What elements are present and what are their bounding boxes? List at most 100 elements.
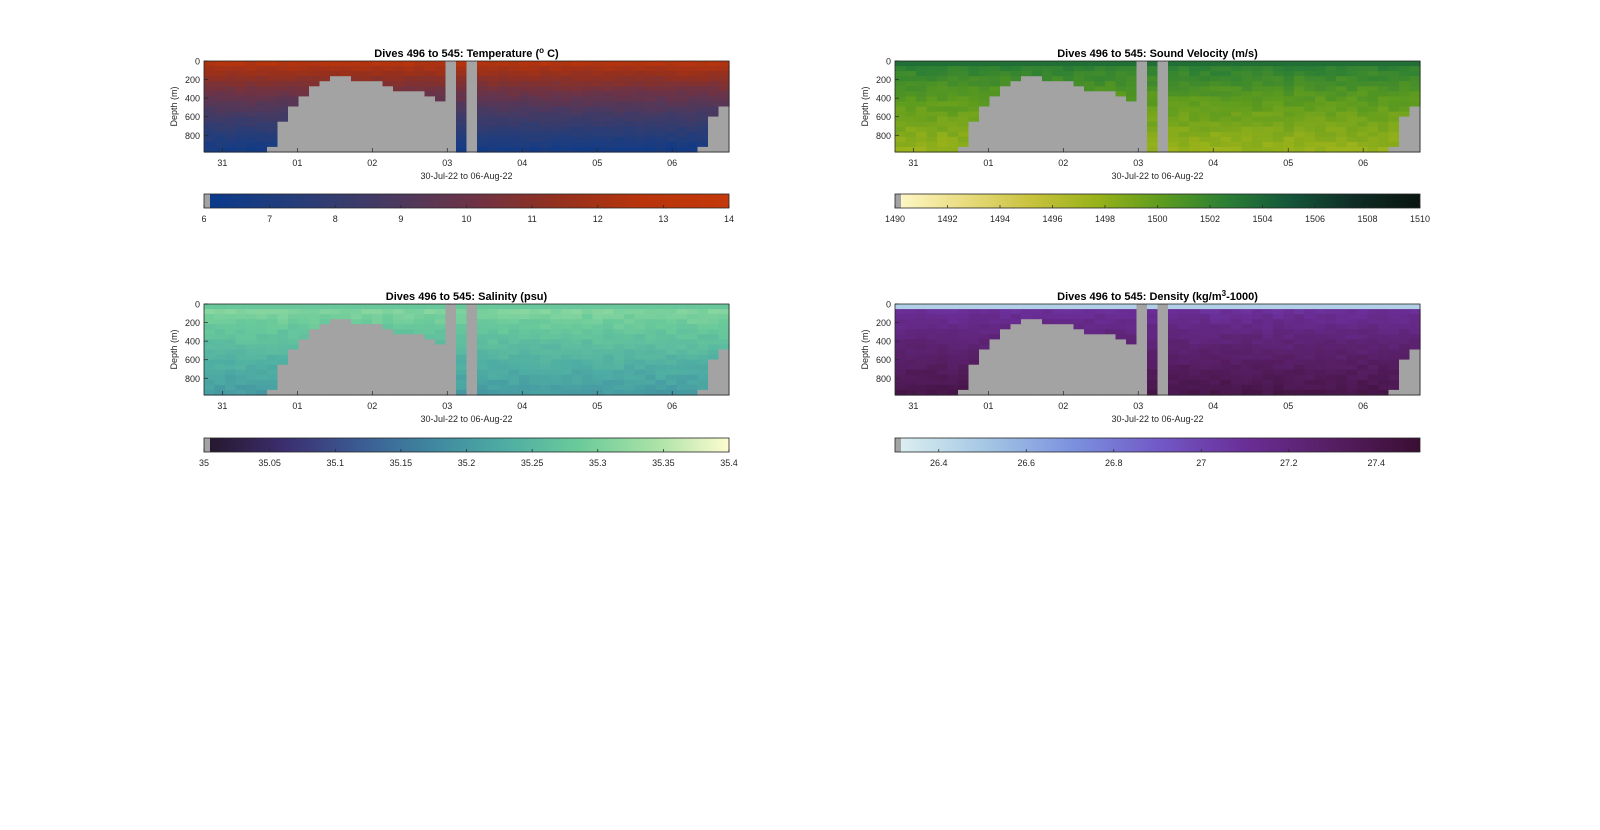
heatmap-cell (1073, 304, 1085, 310)
heatmap-cell (529, 121, 541, 128)
heatmap-cell (1157, 329, 1169, 335)
x-tick-label: 04 (1208, 401, 1218, 411)
heatmap-cell (1052, 76, 1064, 82)
heatmap-cell (298, 141, 310, 148)
heatmap-cell (1262, 384, 1274, 391)
heatmap-cell (571, 384, 583, 391)
heatmap-cell (634, 389, 646, 396)
heatmap-cell (1367, 106, 1379, 113)
heatmap-cell (1273, 324, 1285, 330)
heatmap-cell (1105, 354, 1117, 361)
heatmap-cell (1042, 106, 1054, 113)
heatmap-cell (550, 96, 562, 103)
heatmap-cell (1304, 309, 1316, 315)
heatmap-cell (1294, 349, 1306, 356)
heatmap-cell (277, 71, 289, 77)
heatmap-cell (330, 374, 342, 381)
heatmap-cell (1031, 324, 1043, 330)
heatmap-cell (1021, 96, 1033, 103)
heatmap-cell (1346, 389, 1358, 396)
heatmap-cell (1336, 354, 1348, 361)
heatmap-cell (393, 379, 405, 386)
heatmap-cell (298, 76, 310, 82)
heatmap-cell (947, 106, 959, 113)
heatmap-cell (1199, 309, 1211, 315)
heatmap-cell (718, 319, 730, 325)
heatmap-cell (393, 334, 405, 340)
heatmap-cell (550, 106, 562, 113)
heatmap-cell (267, 369, 279, 376)
heatmap-cell (508, 314, 520, 320)
heatmap-cell (508, 374, 520, 381)
heatmap-cell (624, 309, 636, 315)
heatmap-cell (968, 81, 980, 87)
heatmap-cell (1210, 91, 1222, 97)
chart-panel-1: Dives 496 to 545: Temperature (o C)02004… (169, 46, 734, 224)
heatmap-cell (1399, 309, 1411, 315)
heatmap-cell (372, 96, 384, 103)
heatmap-cell (645, 111, 657, 118)
heatmap-cell (382, 91, 394, 97)
heatmap-cell (1147, 364, 1159, 371)
heatmap-cell (477, 379, 489, 386)
heatmap-cell (1283, 101, 1295, 108)
heatmap-cell (1052, 71, 1064, 77)
heatmap-cell (1378, 369, 1390, 376)
heatmap-cell (1031, 76, 1043, 82)
heatmap-cell (340, 136, 352, 143)
heatmap-cell (424, 319, 436, 325)
heatmap-cell (393, 96, 405, 103)
heatmap-cell (1315, 354, 1327, 361)
heatmap-cell (1168, 91, 1180, 97)
heatmap-cell (603, 339, 615, 346)
heatmap-cell (571, 319, 583, 325)
heatmap-cell (1241, 314, 1253, 320)
heatmap-cell (1199, 354, 1211, 361)
heatmap-cell (1336, 126, 1348, 133)
heatmap-cell (613, 344, 625, 351)
heatmap-cell (235, 374, 247, 381)
heatmap-cell (550, 379, 562, 386)
heatmap-cell (1178, 309, 1190, 315)
heatmap-cell (968, 71, 980, 77)
heatmap-cell (582, 354, 594, 361)
heatmap-cell (319, 319, 331, 325)
heatmap-cell (989, 136, 1001, 143)
heatmap-cell (1231, 96, 1243, 103)
heatmap-cell (1399, 369, 1411, 376)
heatmap-cell (1304, 106, 1316, 113)
heatmap-cell (968, 116, 980, 123)
heatmap-cell (582, 111, 594, 118)
heatmap-cell (403, 131, 415, 138)
heatmap-cell (1399, 76, 1411, 82)
heatmap-cell (508, 354, 520, 361)
heatmap-cell (1168, 146, 1180, 153)
heatmap-cell (1042, 309, 1054, 315)
heatmap-cell (676, 349, 688, 356)
heatmap-cell (1021, 121, 1033, 128)
heatmap-cell (979, 126, 991, 133)
heatmap-cell (697, 369, 709, 376)
heatmap-cell (1241, 76, 1253, 82)
heatmap-cell (1052, 329, 1064, 335)
heatmap-cell (979, 76, 991, 82)
heatmap-cell (1178, 86, 1190, 92)
heatmap-cell (424, 101, 436, 108)
heatmap-cell (1052, 339, 1064, 346)
heatmap-cell (1409, 354, 1421, 361)
heatmap-cell (1136, 76, 1148, 82)
heatmap-cell (351, 116, 363, 123)
heatmap-cell (1336, 339, 1348, 346)
heatmap-cell (214, 334, 226, 340)
heatmap-cell (372, 61, 384, 67)
heatmap-cell (1042, 304, 1054, 310)
heatmap-cell (1126, 374, 1138, 381)
heatmap-cell (498, 359, 510, 366)
heatmap-cell (958, 141, 970, 148)
heatmap-cell (947, 71, 959, 77)
heatmap-cell (582, 76, 594, 82)
heatmap-cell (655, 81, 667, 87)
heatmap-cell (582, 339, 594, 346)
heatmap-cell (330, 141, 342, 148)
heatmap-cell (1189, 71, 1201, 77)
